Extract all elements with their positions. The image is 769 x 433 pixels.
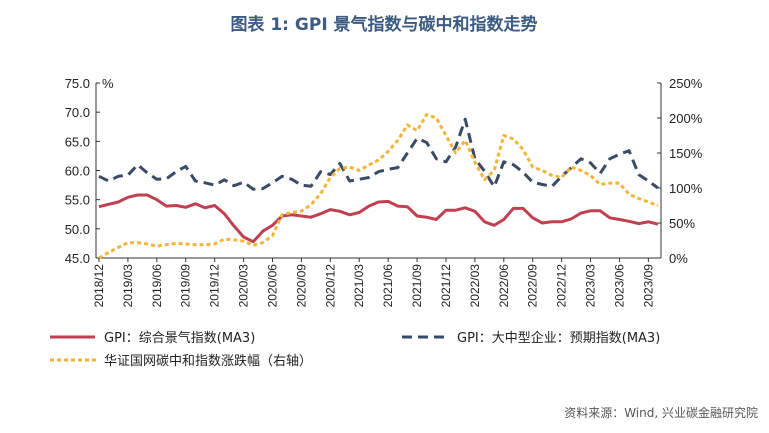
source-note: 资料来源：Wind, 兴业碳金融研究院 <box>564 405 758 420</box>
x-tick-label: 2019/03 <box>121 264 135 308</box>
chart-title: 图表 1: GPI 景气指数与碳中和指数走势 <box>230 14 537 35</box>
x-tick-label: 2021/09 <box>410 264 424 308</box>
left-axis-ticks: 45.0 50.0 55.0 60.0 65.0 70.0 75.0 <box>65 76 100 266</box>
left-tick-label: 50.0 <box>65 222 90 237</box>
series-lines <box>98 113 659 260</box>
right-tick-label: 0% <box>669 251 688 266</box>
x-tick-label: 2023/06 <box>612 264 626 308</box>
right-tick-label: 250% <box>669 76 703 91</box>
x-tick-label: 2021/12 <box>439 264 453 308</box>
series-line-carbon-index <box>98 113 659 260</box>
x-tick-label: 2021/03 <box>352 264 366 308</box>
x-tick-label: 2021/06 <box>381 264 395 308</box>
x-axis-ticks: 2018/12 2019/03 2019/06 2019/09 2019/12 2020/… <box>92 258 655 307</box>
series-line-gpi-large-mid <box>98 117 659 191</box>
x-tick-label: 2019/06 <box>150 264 164 308</box>
left-tick-label: 75.0 <box>65 76 90 91</box>
x-tick-label: 2022/06 <box>497 264 511 308</box>
x-tick-label: 2023/03 <box>584 264 598 308</box>
x-tick-label: 2022/03 <box>468 264 482 308</box>
left-tick-label: 60.0 <box>65 164 90 179</box>
right-tick-label: 200% <box>669 111 703 126</box>
legend-label-gpi-large-mid: GPI：大中型企业：预期指数(MA3) <box>457 330 660 346</box>
x-tick-label: 2022/12 <box>555 264 569 308</box>
right-tick-label: 100% <box>669 181 703 196</box>
x-tick-label: 2020/03 <box>237 264 251 308</box>
x-tick-label: 2020/12 <box>323 264 337 308</box>
x-tick-label: 2020/06 <box>265 264 279 308</box>
legend-label-carbon-index: 华证国网碳中和指数涨跌幅（右轴） <box>104 353 312 369</box>
left-tick-label: 65.0 <box>65 134 90 149</box>
left-tick-label: 70.0 <box>65 105 90 120</box>
x-tick-label: 2020/09 <box>294 264 308 308</box>
legend: GPI：综合景气指数(MA3) GPI：大中型企业：预期指数(MA3) 华证国网… <box>50 330 660 369</box>
right-tick-label: 50% <box>669 216 695 231</box>
legend-label-gpi-composite: GPI：综合景气指数(MA3) <box>104 330 255 346</box>
x-tick-label: 2019/09 <box>179 264 193 308</box>
left-axis-label: % <box>102 76 114 91</box>
right-tick-label: 150% <box>669 146 703 161</box>
x-tick-label: 2022/09 <box>526 264 540 308</box>
left-tick-label: 45.0 <box>65 251 90 266</box>
x-tick-label: 2019/12 <box>208 264 222 308</box>
right-axis-ticks: 0% 50% 100% 150% 200% 250% <box>657 76 703 266</box>
series-line-gpi-composite <box>98 193 659 244</box>
x-tick-label: 2023/09 <box>641 264 655 308</box>
left-tick-label: 55.0 <box>65 193 90 208</box>
x-tick-label: 2018/12 <box>92 264 106 308</box>
